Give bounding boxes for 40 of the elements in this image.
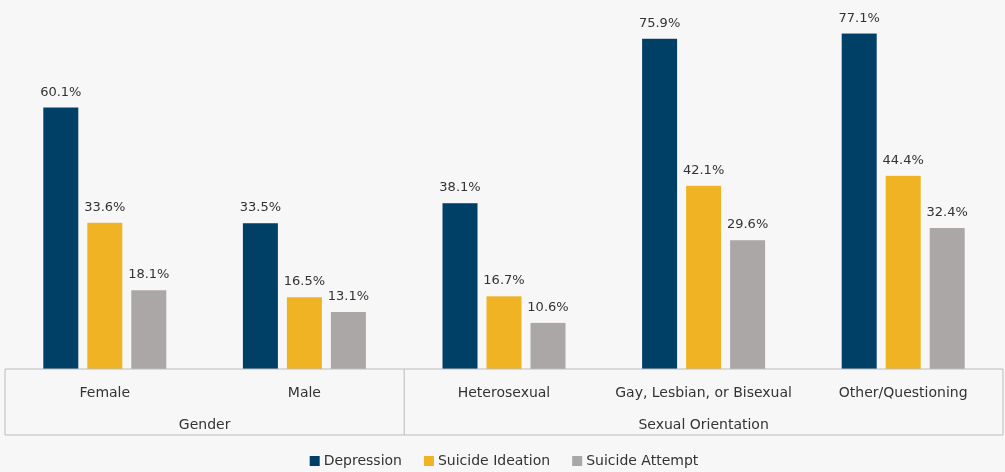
bar bbox=[486, 296, 522, 369]
bar bbox=[131, 290, 167, 369]
text: Gender bbox=[178, 416, 231, 432]
bar bbox=[885, 175, 921, 369]
x-tick-label: Other/Questioning bbox=[838, 384, 968, 400]
data-label: 44.4% bbox=[882, 151, 924, 167]
data-label: 75.9% bbox=[638, 14, 681, 30]
bar bbox=[929, 228, 965, 369]
data-label: 29.6% bbox=[726, 216, 769, 232]
bar bbox=[642, 38, 678, 369]
data-label: 33.6% bbox=[84, 198, 126, 214]
x-tick-label: Heterosexual bbox=[457, 384, 551, 400]
data-label: 13.1% bbox=[327, 288, 370, 303]
bar bbox=[87, 222, 123, 369]
bar bbox=[442, 203, 478, 369]
data-label: 18.1% bbox=[128, 266, 170, 282]
bar bbox=[730, 240, 766, 369]
data-label: 16.7% bbox=[483, 272, 525, 288]
legend-label: Suicide Ideation bbox=[437, 452, 551, 468]
data-label: 32.4% bbox=[926, 204, 968, 220]
x-tick-label: Female bbox=[79, 384, 131, 400]
bar bbox=[286, 297, 322, 369]
text: Sexual Orientation bbox=[638, 416, 769, 432]
x-tick-label: Male bbox=[287, 384, 321, 400]
data-label: 33.5% bbox=[239, 199, 282, 215]
bar bbox=[686, 185, 722, 369]
bar bbox=[43, 107, 79, 369]
data-label: 38.1% bbox=[439, 179, 481, 195]
data-label: 10.6% bbox=[527, 298, 569, 314]
bar bbox=[530, 322, 566, 369]
data-label: 60.1% bbox=[40, 83, 82, 99]
data-label: 16.5% bbox=[283, 273, 326, 289]
legend-label: Suicide Attempt bbox=[586, 452, 699, 468]
legend-label: Depression bbox=[323, 452, 402, 468]
bar bbox=[242, 223, 278, 369]
x-tick-label: Gay, Lesbian, or Bisexual bbox=[615, 384, 792, 400]
bar bbox=[330, 312, 366, 369]
data-label: 42.1% bbox=[682, 161, 725, 177]
bar bbox=[841, 33, 877, 369]
data-label: 77.1% bbox=[838, 9, 880, 25]
